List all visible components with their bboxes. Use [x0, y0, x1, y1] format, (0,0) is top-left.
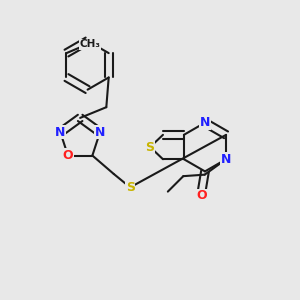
Text: N: N: [55, 126, 66, 139]
Text: S: S: [146, 140, 154, 154]
Text: O: O: [63, 149, 73, 162]
Text: O: O: [196, 189, 207, 202]
Text: N: N: [221, 153, 231, 166]
Text: CH₃: CH₃: [80, 39, 101, 49]
Text: N: N: [200, 116, 210, 129]
Text: S: S: [126, 181, 135, 194]
Text: N: N: [95, 126, 105, 139]
